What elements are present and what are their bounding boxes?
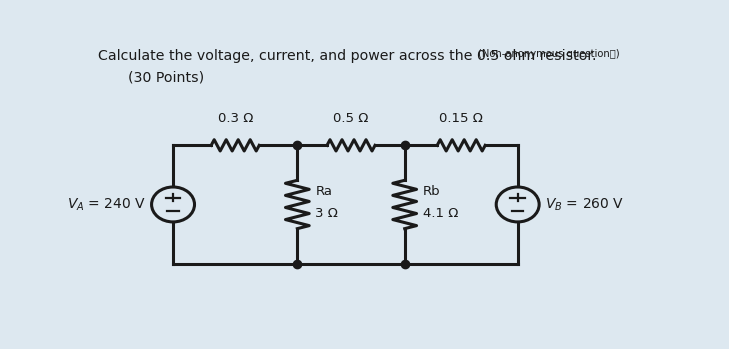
Text: Ra: Ra [316,185,332,198]
Text: 0.5 Ω: 0.5 Ω [333,112,369,125]
Text: 3 Ω: 3 Ω [316,207,338,220]
Text: $V_A$ = 240 V: $V_A$ = 240 V [66,196,146,213]
Text: 0.3 Ω: 0.3 Ω [217,112,253,125]
Text: 0.15 Ω: 0.15 Ω [440,112,483,125]
Text: (30 Points): (30 Points) [128,70,204,84]
Text: Rb: Rb [423,185,440,198]
Text: 4.1 Ω: 4.1 Ω [423,207,458,220]
Text: $V_B$ = 260 V: $V_B$ = 260 V [545,196,624,213]
Text: (Non-anonymous questionⓘ): (Non-anonymous questionⓘ) [477,49,619,59]
Text: Calculate the voltage, current, and power across the 0.5 ohm resistor.: Calculate the voltage, current, and powe… [98,49,596,62]
